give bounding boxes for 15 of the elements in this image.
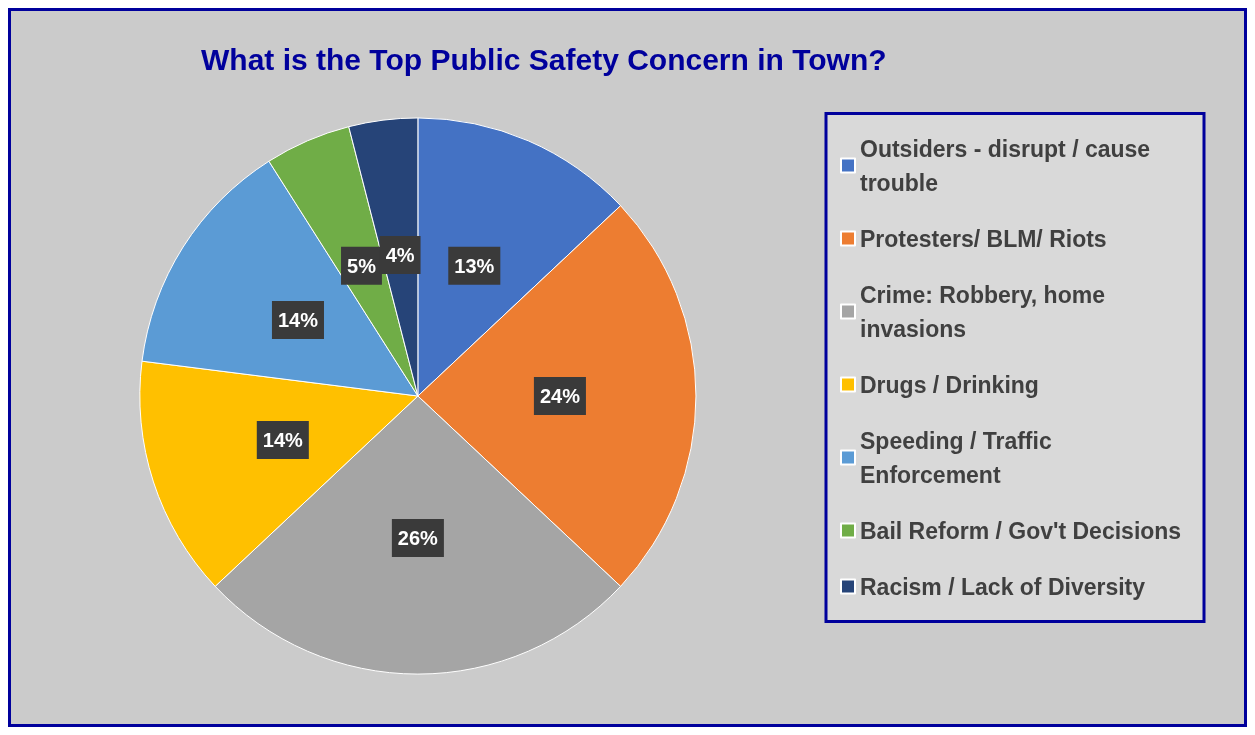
legend-label: Crime: Robbery, home invasions: [860, 281, 1112, 342]
legend-label: Outsiders - disrupt / cause trouble: [860, 135, 1157, 196]
legend-label: Protesters/ BLM/ Riots: [860, 225, 1107, 252]
legend-label: Drugs / Drinking: [860, 371, 1039, 398]
data-label: 4%: [385, 244, 415, 267]
data-label: 14%: [277, 308, 319, 331]
legend-label: Racism / Lack of Diversity: [860, 573, 1146, 600]
legend-label: Bail Reform / Gov't Decisions: [860, 517, 1182, 544]
legend-label: Speeding / Traffic Enforcement: [860, 427, 1059, 488]
data-label: 13%: [454, 254, 495, 277]
data-label: 24%: [539, 385, 581, 408]
data-label: 5%: [347, 254, 377, 277]
chart-title: What is the Top Public Safety Concern in Town?: [201, 42, 887, 76]
data-label: 14%: [262, 428, 304, 451]
data-label: 26%: [397, 527, 439, 550]
